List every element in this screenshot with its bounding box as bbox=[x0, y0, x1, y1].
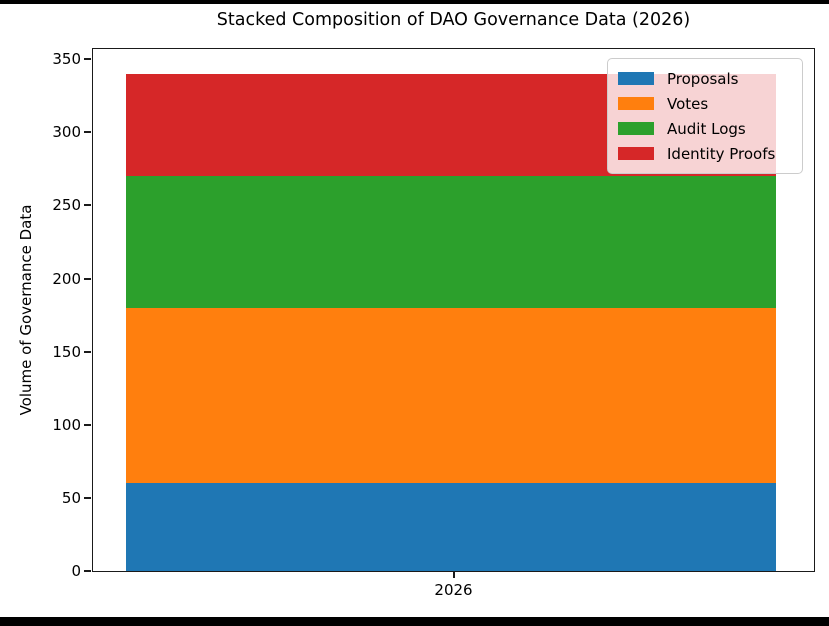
legend-label: Identity Proofs bbox=[667, 144, 776, 163]
y-tick-mark bbox=[84, 277, 91, 280]
legend-item-audit-logs: Audit Logs bbox=[618, 116, 792, 141]
legend-swatch bbox=[618, 72, 654, 85]
legend-swatch bbox=[618, 147, 654, 160]
legend: Proposals Votes Audit Logs Identity Proofs bbox=[607, 58, 803, 174]
y-tick-mark bbox=[84, 131, 91, 134]
y-tick-label: 50 bbox=[61, 488, 81, 507]
y-tick-label: 200 bbox=[52, 269, 81, 288]
y-tick-mark bbox=[84, 204, 91, 207]
y-tick-mark bbox=[84, 58, 91, 61]
y-axis-label: Volume of Governance Data bbox=[17, 204, 35, 416]
legend-label: Proposals bbox=[667, 69, 739, 88]
legend-label: Votes bbox=[667, 94, 709, 113]
legend-item-identity-proofs: Identity Proofs bbox=[618, 141, 792, 166]
top-border-strip bbox=[0, 0, 829, 4]
y-tick-label: 250 bbox=[52, 196, 81, 215]
y-tick-mark bbox=[84, 496, 91, 499]
legend-label: Audit Logs bbox=[667, 119, 746, 138]
x-tick-label: 2026 bbox=[434, 581, 473, 599]
y-tick-mark bbox=[84, 423, 91, 426]
bar-segment-audit-logs bbox=[125, 176, 777, 308]
y-tick-label: 100 bbox=[52, 415, 81, 434]
bar-segment-votes bbox=[125, 307, 777, 484]
y-tick-label: 0 bbox=[71, 562, 81, 580]
bottom-border-strip bbox=[0, 617, 829, 626]
x-tick-mark bbox=[452, 572, 455, 578]
legend-item-proposals: Proposals bbox=[618, 66, 792, 91]
y-tick-mark bbox=[84, 350, 91, 353]
bar-segment-proposals bbox=[125, 483, 777, 571]
y-tick-mark bbox=[84, 570, 91, 572]
y-tick-label: 300 bbox=[52, 123, 81, 142]
legend-swatch bbox=[618, 97, 654, 110]
stacked-bar bbox=[125, 49, 777, 571]
legend-swatch bbox=[618, 122, 654, 135]
legend-item-votes: Votes bbox=[618, 91, 792, 116]
y-tick-label: 350 bbox=[52, 50, 81, 69]
chart-title: Stacked Composition of DAO Governance Da… bbox=[216, 10, 691, 30]
y-tick-label: 150 bbox=[52, 342, 81, 361]
